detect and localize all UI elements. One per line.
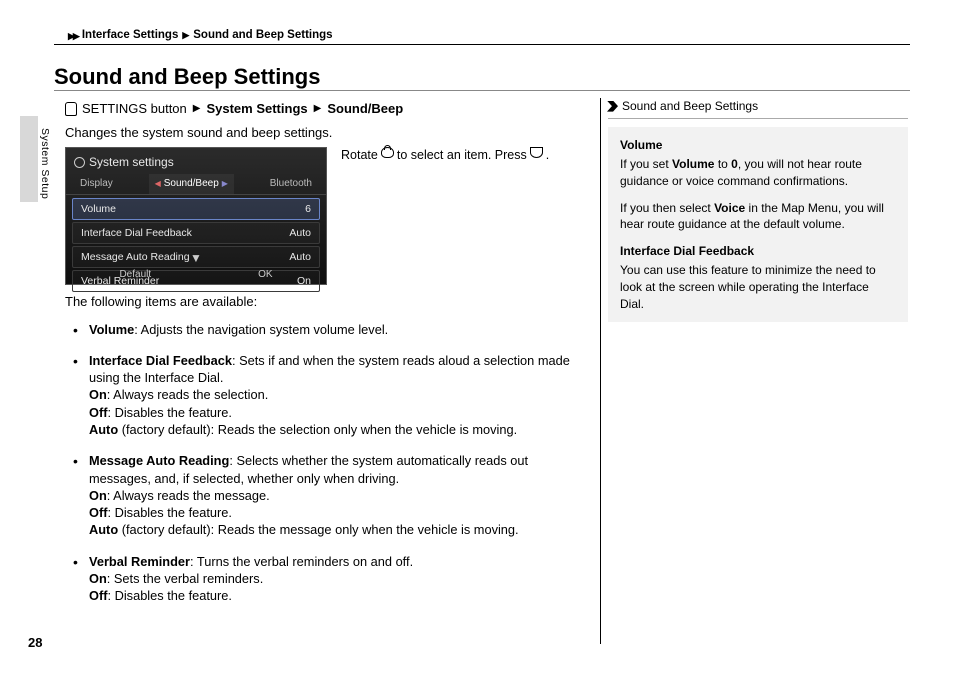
screenshot-tab-bluetooth: Bluetooth — [264, 174, 318, 194]
navigation-path: SETTINGS button ▶ System Settings ▶ Soun… — [65, 100, 585, 118]
page-title: Sound and Beep Settings — [54, 62, 320, 92]
item-list: Volume: Adjusts the navigation system vo… — [65, 321, 585, 605]
item-off-label: Off — [89, 588, 107, 603]
item-on-text: : Always reads the message. — [107, 488, 270, 503]
breadcrumb-marker-icon: ▶▶ — [68, 30, 78, 42]
figure-row: System settings Display Sound/Beep Bluet… — [65, 147, 585, 285]
screenshot-tabs: Display Sound/Beep Bluetooth — [66, 174, 326, 195]
right-column: Sound and Beep Settings Volume If you se… — [608, 98, 908, 322]
info-volume-p2: If you then select Voice in the Map Menu… — [620, 200, 896, 234]
info-box: Volume If you set Volume to 0, you will … — [608, 127, 908, 322]
sidebar-title-text: Sound and Beep Settings — [622, 98, 758, 114]
item-name: Interface Dial Feedback — [89, 353, 232, 368]
intro-text: Changes the system sound and beep settin… — [65, 124, 585, 142]
sidebar-title: Sound and Beep Settings — [608, 98, 908, 114]
breadcrumb-level2: Sound and Beep Settings — [193, 28, 332, 44]
nav-step2: Sound/Beep — [327, 100, 403, 118]
item-off-text: : Disables the feature. — [107, 588, 231, 603]
breadcrumb: ▶▶ Interface Settings Sound and Beep Set… — [68, 28, 333, 44]
screenshot-row-value: Auto — [289, 250, 311, 264]
system-settings-screenshot: System settings Display Sound/Beep Bluet… — [65, 147, 327, 285]
item-on-label: On — [89, 387, 107, 402]
item-verbal-reminder: Verbal Reminder: Turns the verbal remind… — [77, 553, 585, 605]
side-section-label: System Setup — [38, 128, 52, 199]
breadcrumb-level1: Interface Settings — [82, 28, 179, 44]
item-off-text: : Disables the feature. — [107, 505, 231, 520]
screenshot-title-text: System settings — [89, 154, 174, 170]
screenshot-row-value: 6 — [305, 202, 311, 216]
top-rule — [54, 44, 910, 45]
screenshot-tab-display: Display — [74, 174, 119, 194]
page-number: 28 — [28, 634, 42, 652]
nav-step1: System Settings — [206, 100, 307, 118]
item-off-text: : Disables the feature. — [107, 405, 231, 420]
sidebar-rule — [608, 118, 908, 119]
title-rule — [54, 90, 910, 91]
screenshot-row: Volume 6 — [72, 198, 320, 220]
settings-button-icon — [65, 102, 77, 116]
item-volume: Volume: Adjusts the navigation system vo… — [77, 321, 585, 338]
screenshot-row-label: Volume — [81, 202, 116, 216]
sidebar-marker-icon — [607, 101, 618, 112]
item-auto-label: Auto — [89, 522, 118, 537]
breadcrumb-separator-icon — [180, 28, 191, 44]
item-desc: : Turns the verbal reminders on and off. — [190, 554, 413, 569]
rotate-pre: Rotate — [341, 147, 378, 164]
item-name: Verbal Reminder — [89, 554, 190, 569]
info-volume-header: Volume — [620, 137, 896, 154]
screenshot-row: Interface Dial Feedback Auto — [72, 222, 320, 244]
item-auto-text: (factory default): Reads the selection o… — [118, 422, 517, 437]
item-name: Message Auto Reading — [89, 453, 229, 468]
item-off-label: Off — [89, 405, 107, 420]
screenshot-footer-default: Default — [119, 268, 151, 282]
nav-separator-icon: ▶ — [314, 102, 322, 116]
item-on-text: : Sets the verbal reminders. — [107, 571, 263, 586]
items-intro: The following items are available: — [65, 293, 585, 311]
item-auto-text: (factory default): Reads the message onl… — [118, 522, 518, 537]
info-idf-p: You can use this feature to minimize the… — [620, 262, 896, 312]
screenshot-tab-soundbeep: Sound/Beep — [149, 174, 234, 194]
screenshot-footer: Default OK — [66, 268, 326, 282]
screenshot-row-label: Message Auto Reading — [81, 250, 190, 264]
item-auto-label: Auto — [89, 422, 118, 437]
side-tab — [20, 116, 38, 202]
item-on-label: On — [89, 488, 107, 503]
nav-separator-icon: ▶ — [193, 102, 201, 116]
dial-icon — [381, 147, 394, 158]
nav-button-label: SETTINGS button — [82, 100, 187, 118]
screenshot-row-label: Interface Dial Feedback — [81, 226, 192, 240]
rotate-post: . — [546, 147, 549, 164]
screenshot-title: System settings — [66, 152, 326, 174]
rotate-mid: to select an item. Press — [397, 147, 527, 164]
info-volume-p1: If you set Volume to 0, you will not hea… — [620, 156, 896, 190]
item-off-label: Off — [89, 505, 107, 520]
main-column: SETTINGS button ▶ System Settings ▶ Soun… — [65, 100, 585, 618]
screenshot-footer-ok: OK — [258, 268, 272, 282]
item-interface-dial-feedback: Interface Dial Feedback: Sets if and whe… — [77, 352, 585, 438]
item-desc: : Adjusts the navigation system volume l… — [134, 322, 388, 337]
rotate-instruction: Rotate to select an item. Press . — [341, 147, 585, 164]
item-name: Volume — [89, 322, 134, 337]
down-arrow-icon: ▼ — [190, 250, 202, 266]
gear-icon — [74, 157, 85, 168]
info-idf-header: Interface Dial Feedback — [620, 243, 896, 260]
item-message-auto-reading: Message Auto Reading: Selects whether th… — [77, 452, 585, 538]
screenshot-row-value: Auto — [289, 226, 311, 240]
press-icon — [530, 147, 543, 158]
item-on-label: On — [89, 571, 107, 586]
column-divider — [600, 98, 601, 644]
item-on-text: : Always reads the selection. — [107, 387, 268, 402]
